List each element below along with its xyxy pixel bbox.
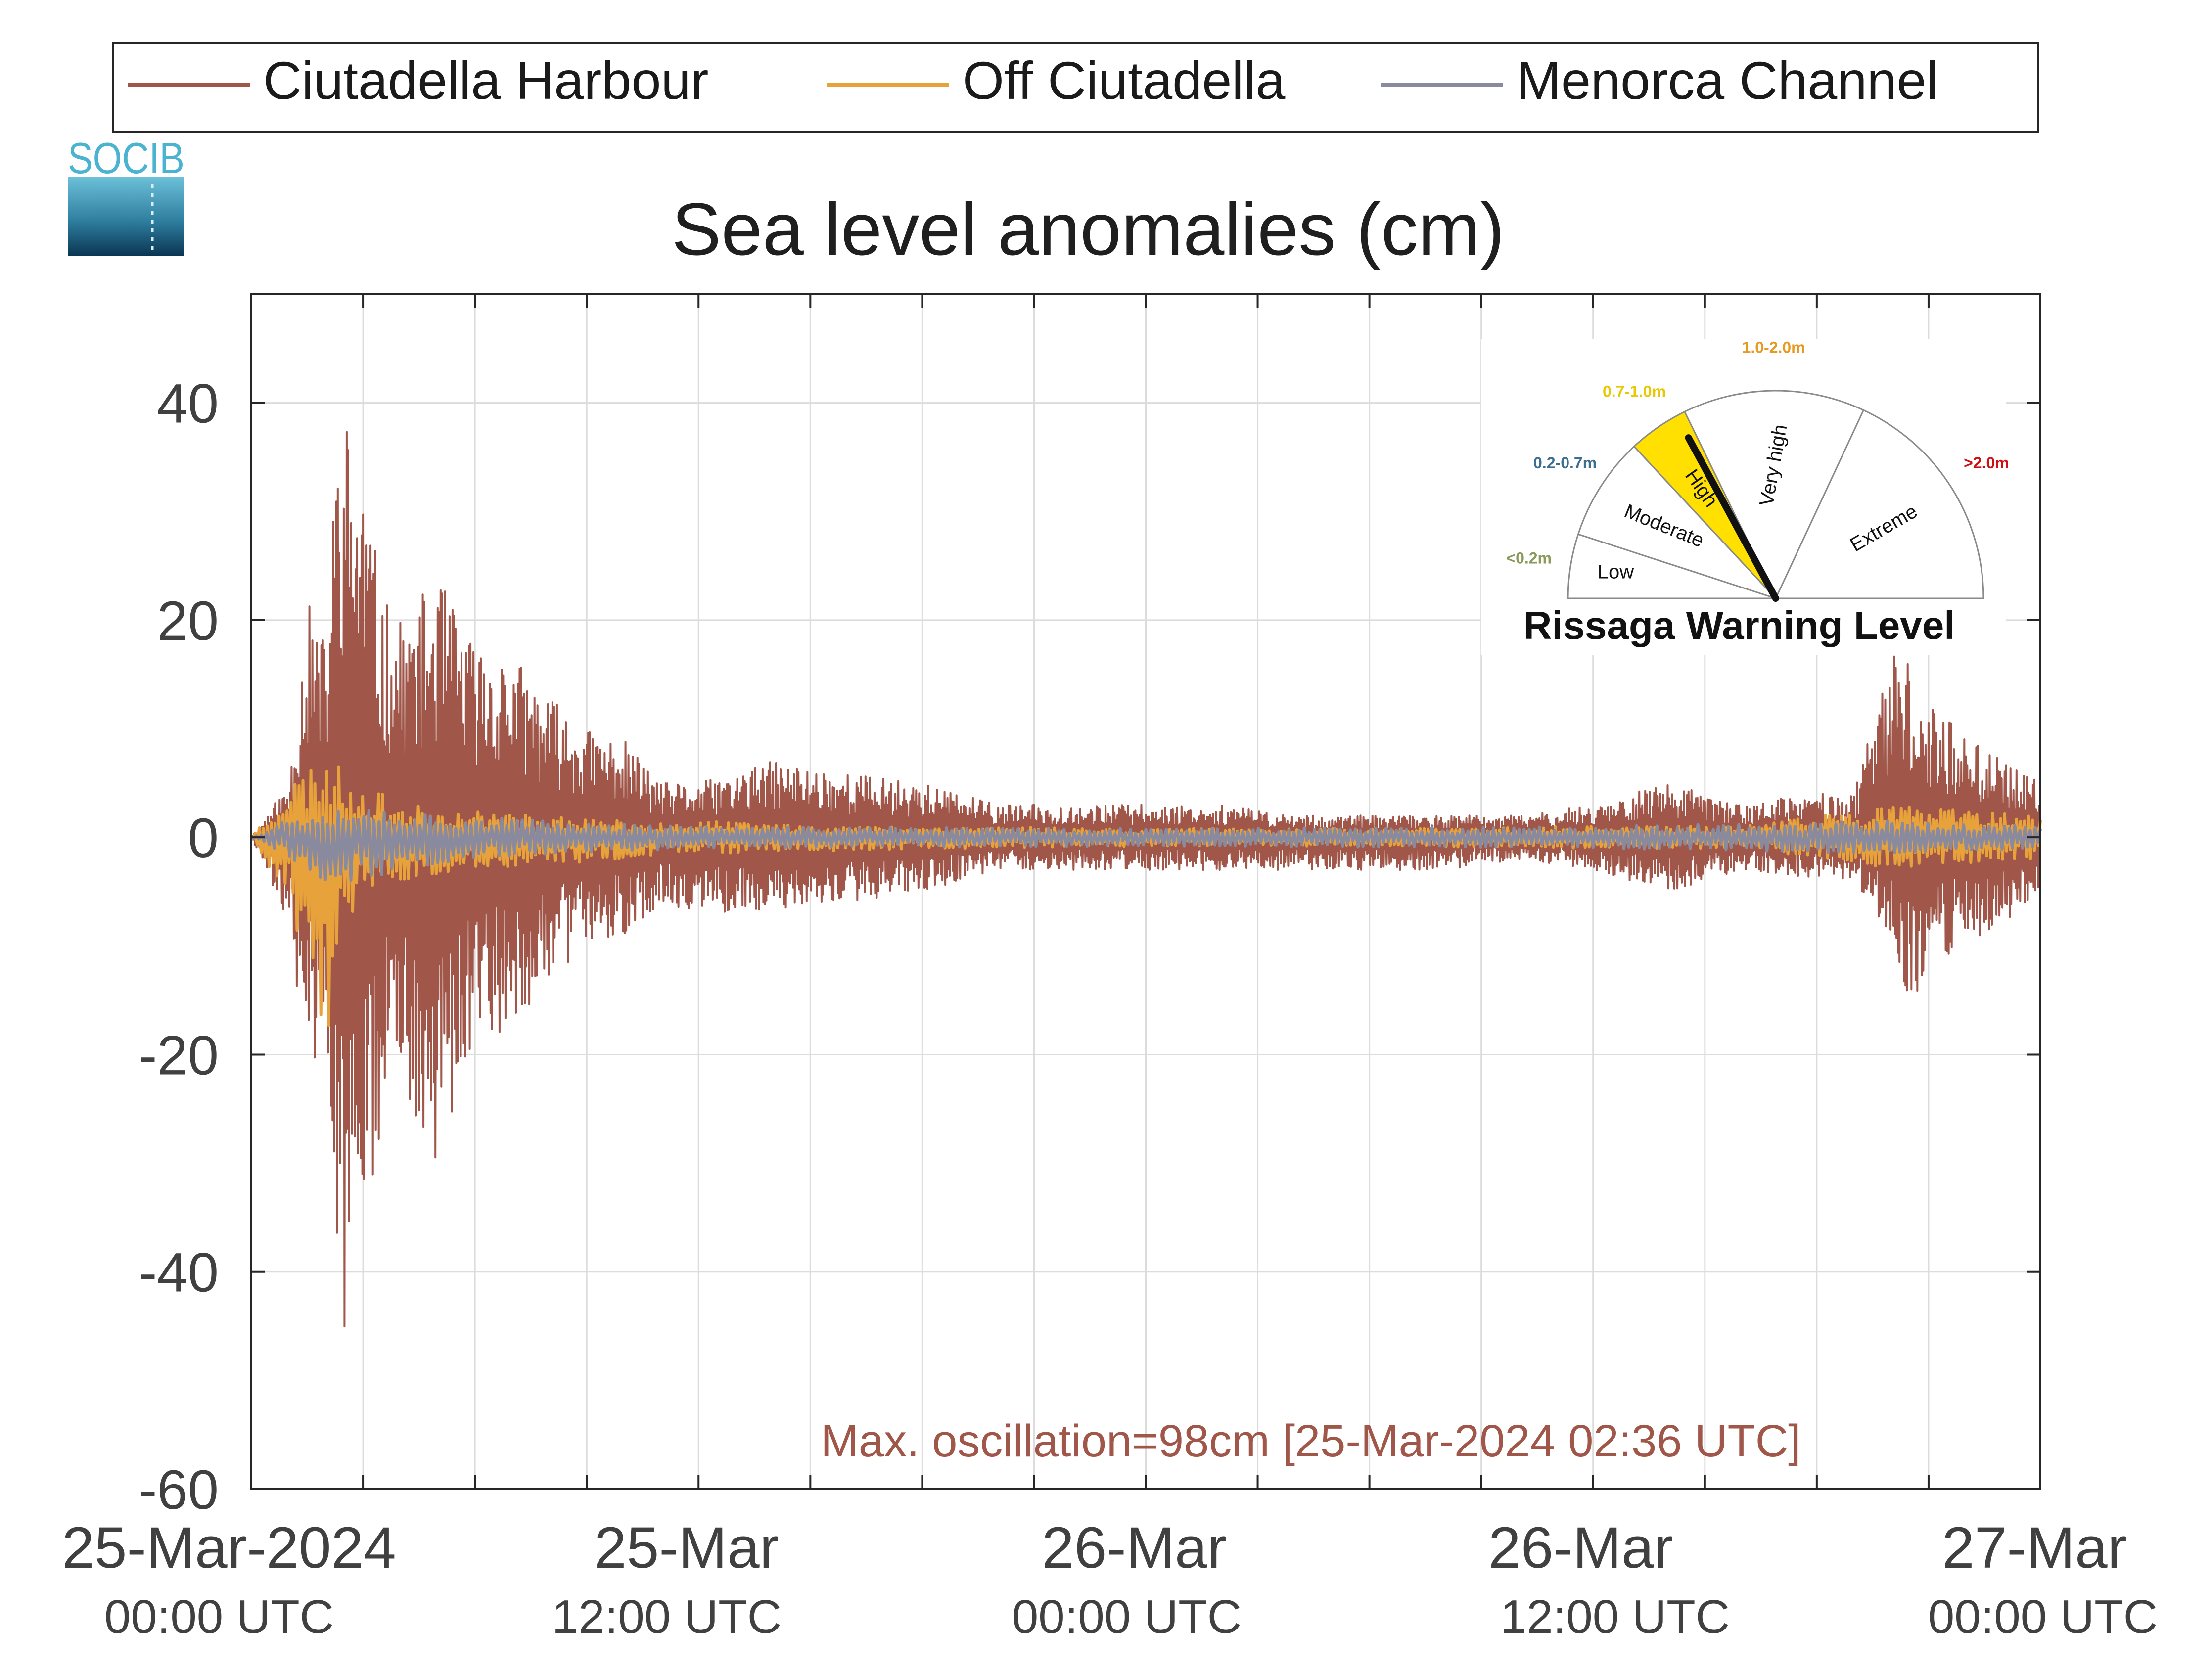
- gauge-level-range: <0.2m: [1506, 549, 1552, 567]
- gauge-sector-very-high: [1683, 390, 1865, 600]
- x-tick-time-label: 12:00 UTC: [1500, 1590, 1730, 1643]
- gauge-level-range: 1.0-2.0m: [1742, 338, 1805, 356]
- x-tick-date-label: 25-Mar: [594, 1515, 779, 1581]
- gauge-level-range: 0.2-0.7m: [1533, 454, 1597, 472]
- x-tick-time-label: 12:00 UTC: [552, 1590, 782, 1643]
- series-layer: [250, 431, 2042, 1328]
- rissaga-gauge: Low<0.2mModerate0.2-0.7mHigh0.7-1.0mVery…: [1481, 338, 2009, 655]
- legend-label-off-ciutadella: Off Ciutadella: [963, 50, 1286, 110]
- logo-text: SOCIB: [68, 134, 184, 182]
- x-tick-date-label: 25-Mar-2024: [62, 1515, 396, 1581]
- y-tick-label: -60: [138, 1459, 219, 1521]
- gauge-level-name: Low: [1598, 561, 1634, 583]
- gauge-sector-extreme: [1774, 409, 1984, 599]
- max-oscillation-annotation: Max. oscillation=98cm [25-Mar-2024 02:36…: [821, 1416, 1800, 1466]
- y-tick-label: -40: [138, 1242, 219, 1304]
- gauge-needle-line: [1685, 434, 1779, 602]
- y-tick-label: 40: [157, 373, 219, 435]
- axis-ticks: [251, 294, 2040, 1490]
- x-tick-date-label: 27-Mar: [1942, 1515, 2127, 1581]
- x-tick-time-label: 00:00 UTC: [104, 1590, 334, 1643]
- x-tick-time-label: 00:00 UTC: [1012, 1590, 1242, 1643]
- gauge-sector-moderate: [1577, 445, 1779, 600]
- series-line-menorca-channel: [250, 809, 2042, 882]
- x-tick-time-label: 00:00 UTC: [1928, 1590, 2158, 1643]
- legend-box: [112, 42, 2039, 133]
- logo-wave-block: [68, 177, 184, 256]
- chart-title: Sea level anomalies (cm): [672, 187, 1505, 271]
- gauge-level-range: >2.0m: [1964, 454, 2009, 472]
- y-tick-labels: -60 -40 -20 0 20 40: [138, 373, 219, 1521]
- gauge-sectors: [1567, 390, 1984, 600]
- series-line-ciutadella-harbour: [250, 431, 2041, 1328]
- legend-label-menorca-channel: Menorca Channel: [1517, 50, 1938, 110]
- gauge-level-range: 0.7-1.0m: [1603, 382, 1666, 400]
- socib-logo: SOCIB: [68, 134, 184, 256]
- y-tick-label: 0: [188, 807, 219, 869]
- y-tick-label: -20: [138, 1024, 219, 1086]
- gauge-needle: [1685, 434, 1779, 602]
- x-tick-date-label: 26-Mar: [1488, 1515, 1673, 1581]
- legend-label-ciutadella-harbour: Ciutadella Harbour: [263, 50, 709, 110]
- x-tick-date-label: 26-Mar: [1042, 1515, 1227, 1581]
- legend: Ciutadella Harbour Off Ciutadella Menorc…: [112, 42, 2039, 133]
- gauge-title: Rissaga Warning Level: [1523, 603, 1955, 647]
- x-tick-labels: 25-Mar-2024 00:00 UTC 25-Mar 12:00 UTC 26-Ma…: [62, 1515, 2158, 1643]
- y-tick-label: 20: [157, 590, 219, 652]
